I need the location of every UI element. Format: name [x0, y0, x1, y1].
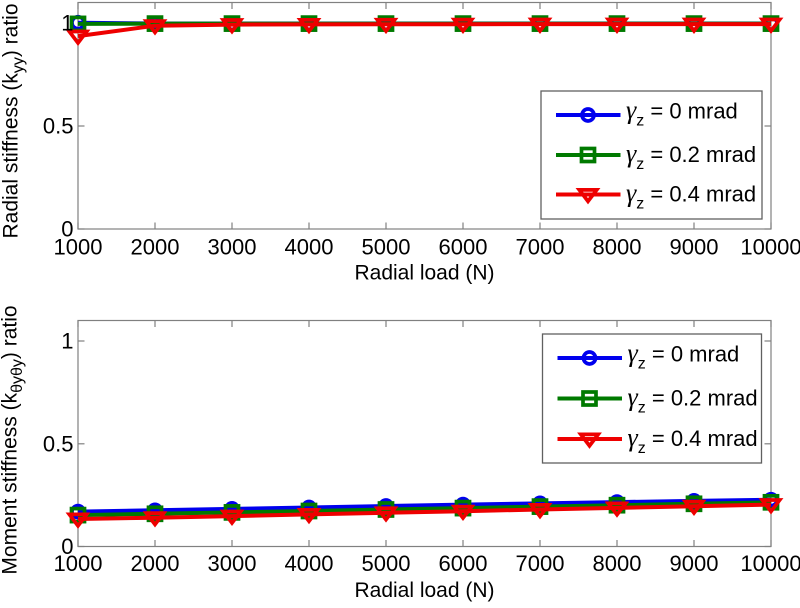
svg-text:6000: 6000: [439, 235, 488, 260]
svg-text:2000: 2000: [131, 235, 180, 260]
svg-text:0.5: 0.5: [43, 114, 74, 139]
svg-text:7000: 7000: [516, 551, 565, 576]
svg-text:4000: 4000: [285, 235, 334, 260]
svg-text:5000: 5000: [362, 235, 411, 260]
svg-text:5000: 5000: [362, 551, 411, 576]
svg-text:9000: 9000: [670, 235, 719, 260]
svg-text:2000: 2000: [131, 551, 180, 576]
svg-text:0: 0: [61, 534, 73, 559]
svg-text:1000: 1000: [54, 235, 103, 260]
svg-text:6000: 6000: [439, 551, 488, 576]
svg-text:1000: 1000: [54, 551, 103, 576]
svg-text:8000: 8000: [593, 551, 642, 576]
svg-text:8000: 8000: [593, 235, 642, 260]
svg-text:10000: 10000: [740, 551, 800, 576]
svg-text:1: 1: [61, 11, 73, 36]
svg-text:γz = 0.2 mrad: γz = 0.2 mrad: [628, 383, 758, 417]
svg-text:γz = 0 mrad: γz = 0 mrad: [626, 96, 738, 130]
svg-text:Radial load (N): Radial load (N): [354, 579, 494, 602]
svg-text:0.5: 0.5: [43, 431, 74, 456]
svg-text:3000: 3000: [208, 235, 257, 260]
svg-text:γz = 0.4 mrad: γz = 0.4 mrad: [628, 423, 758, 457]
svg-text:1: 1: [61, 329, 73, 354]
svg-text:9000: 9000: [670, 551, 719, 576]
svg-text:7000: 7000: [516, 235, 565, 260]
svg-text:4000: 4000: [285, 551, 334, 576]
svg-text:γz = 0.4 mrad: γz = 0.4 mrad: [626, 179, 756, 213]
svg-text:γz = 0 mrad: γz = 0 mrad: [628, 339, 740, 373]
svg-text:γz = 0.2 mrad: γz = 0.2 mrad: [626, 139, 756, 173]
svg-text:3000: 3000: [208, 551, 257, 576]
svg-text:Radial load (N): Radial load (N): [354, 262, 494, 285]
svg-text:0: 0: [61, 217, 73, 242]
svg-text:10000: 10000: [740, 235, 800, 260]
